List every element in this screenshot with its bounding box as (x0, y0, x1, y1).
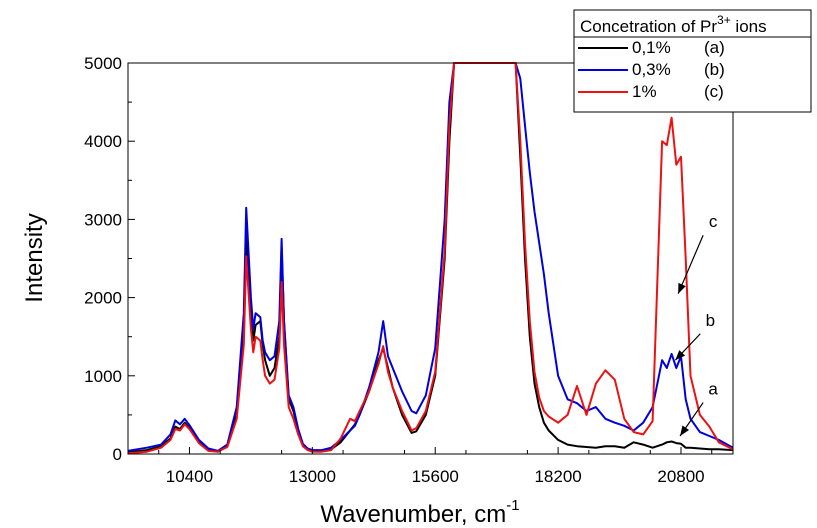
y-tick-label-1: 0 (113, 445, 122, 464)
annotation-label-c: c (709, 212, 718, 231)
legend-box (573, 9, 812, 113)
annotation-arrowhead-b (675, 350, 686, 361)
x-axis-title-superscript: -1 (506, 497, 519, 514)
series-layer (127, 62, 734, 455)
series-line-3 (127, 62, 734, 455)
x-tick-label-4: 18200 (534, 467, 581, 486)
legend-entry-1: 0,1% (632, 38, 671, 57)
annotation-arrow-c (677, 234, 704, 294)
x-tick-label-2: 13000 (289, 467, 336, 486)
legend-entry-tag-3: (c) (704, 82, 724, 101)
legend-entry-tag-2: (b) (704, 60, 725, 79)
y-tick-label-3: 2000 (84, 289, 122, 308)
legend-items: 0,1% (a) 0,3% (b) 1% (c) (578, 38, 725, 101)
legend-title-superscript: 3+ (717, 13, 731, 27)
annotation-layer: c b a (674, 212, 718, 437)
x-axis-title-text: Wavenumber, cm (320, 501, 506, 528)
legend-title-text: Concetration of Pr (580, 17, 717, 36)
legend-entry-tag-1: (a) (704, 38, 725, 57)
legend-entry-2: 0,3% (632, 60, 671, 79)
x-tick-label-3: 15600 (412, 467, 459, 486)
y-axis-title: Intensity (21, 213, 48, 302)
legend-title: Concetration of Pr3+ ions (580, 13, 767, 36)
y-tick-label-4: 3000 (84, 210, 122, 229)
legend: Concetration of Pr3+ ions 0,1% (a) 0,3% (b)… (573, 9, 812, 113)
x-axis-title: Wavenumber, cm-1 (320, 497, 519, 528)
annotation-label-a: a (708, 380, 718, 399)
x-tick-label-5: 20800 (657, 467, 704, 486)
annotation-arrowhead-a (680, 425, 690, 437)
annotation-arrowhead-c (678, 282, 686, 294)
tick-layer: 10400 13000 15600 18200 20800 0 1000 2000 3000 40… (84, 54, 713, 486)
y-tick-label-5: 4000 (84, 132, 122, 151)
x-tick-label-1: 10400 (166, 467, 213, 486)
legend-entry-3: 1% (632, 82, 657, 101)
annotation-label-b: b (706, 311, 715, 330)
y-tick-label-2: 1000 (84, 367, 122, 386)
legend-title-suffix: ions (731, 17, 767, 36)
y-tick-label-6: 5000 (84, 54, 122, 73)
